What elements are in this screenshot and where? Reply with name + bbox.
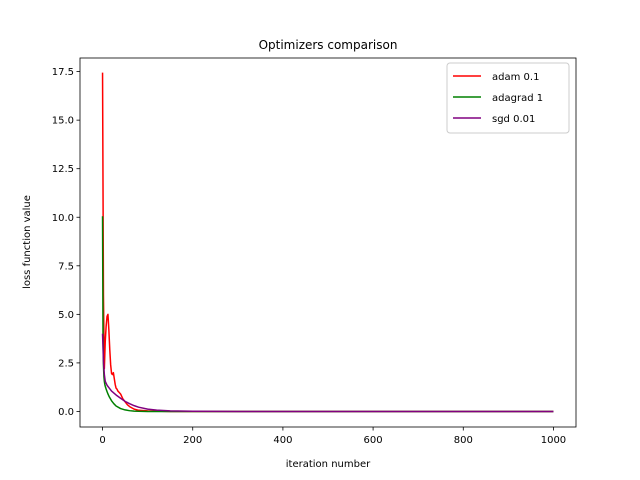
legend-label-1: adagrad 1 xyxy=(492,93,543,104)
x-axis-ticks: 0 200 400 600 800 1000 xyxy=(99,427,566,446)
x-tick-label: 0 xyxy=(99,435,105,446)
legend: adam 0.1 adagrad 1 sgd 0.01 xyxy=(446,62,570,134)
legend-label-0: adam 0.1 xyxy=(492,72,539,83)
series-layer xyxy=(101,72,554,413)
y-axis-ticks: 0.0 2.5 5.0 7.5 10.0 12.5 15.0 17.5 xyxy=(52,67,80,418)
x-tick-label: 1000 xyxy=(541,435,566,446)
y-tick-label: 12.5 xyxy=(52,164,74,175)
y-tick-label: 15.0 xyxy=(52,116,74,127)
y-tick-label: 10.0 xyxy=(52,213,74,224)
x-axis-label: iteration number xyxy=(286,459,371,470)
x-tick-label: 200 xyxy=(183,435,202,446)
y-tick-label: 0.0 xyxy=(58,407,74,418)
y-tick-label: 5.0 xyxy=(58,310,74,321)
y-tick-label: 17.5 xyxy=(52,67,74,78)
x-tick-label: 400 xyxy=(273,435,292,446)
x-tick-label: 600 xyxy=(364,435,383,446)
y-tick-label: 2.5 xyxy=(58,358,74,369)
y-axis-label: loss function value xyxy=(22,195,33,289)
plot-frame xyxy=(79,57,577,428)
chart-title: Optimizers comparison xyxy=(259,38,398,52)
legend-label-2: sgd 0.01 xyxy=(492,114,535,125)
x-tick-label: 800 xyxy=(454,435,473,446)
y-tick-label: 7.5 xyxy=(58,261,74,272)
series-line-2 xyxy=(101,333,554,413)
series-line-1 xyxy=(101,216,554,413)
legend-box xyxy=(446,62,570,134)
